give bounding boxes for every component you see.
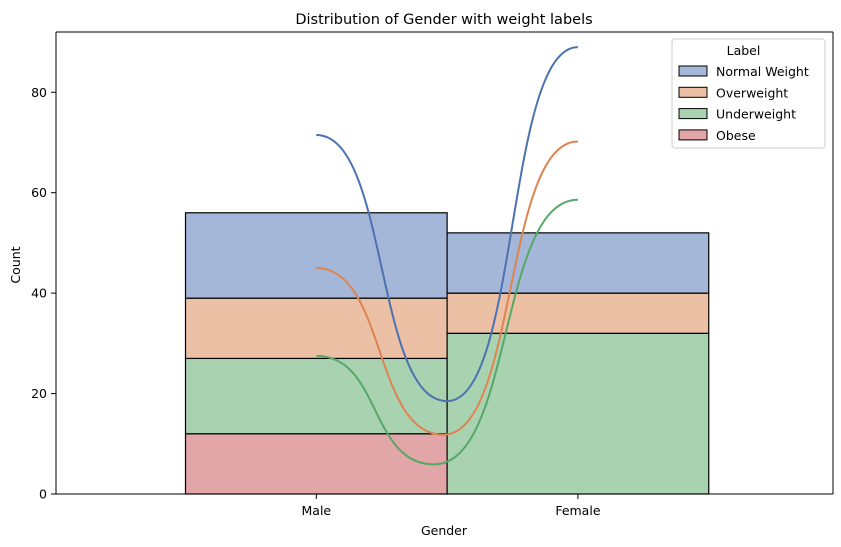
- x-tick-label: Male: [302, 503, 332, 518]
- kde-line-overweight: [316, 140, 578, 436]
- y-tick-label: 0: [39, 487, 47, 502]
- kde-line-normal-weight: [316, 46, 578, 403]
- chart-title: Distribution of Gender with weight label…: [295, 12, 592, 28]
- bar-male-overweight: [184, 297, 448, 360]
- legend-swatch: [678, 65, 708, 77]
- legend-entry-label: Normal Weight: [716, 64, 809, 79]
- axes: 0 20 40 60 80 Male Female: [31, 31, 834, 518]
- y-axis-label: Count: [8, 246, 23, 283]
- y-tick-label: 60: [31, 185, 47, 200]
- legend-title: Label: [727, 43, 761, 58]
- y-tick-label: 20: [31, 386, 47, 401]
- bar-male-normal-weight: [184, 212, 448, 299]
- legend-swatch: [678, 86, 708, 98]
- bar-female-normal-weight: [446, 232, 710, 294]
- legend-entry-label: Overweight: [716, 85, 788, 100]
- bar-male-obese: [184, 433, 448, 495]
- legend-swatch: [678, 108, 708, 120]
- y-tick-label: 40: [31, 286, 47, 301]
- kde-line-underweight: [316, 198, 578, 466]
- kde-lines: [316, 46, 578, 466]
- plot-area: [184, 212, 710, 495]
- bar-female-overweight: [446, 292, 710, 334]
- bar-male-underweight: [184, 357, 448, 435]
- legend-box: [671, 38, 826, 149]
- legend: Label Normal Weight Overweight Underweight O…: [671, 38, 826, 149]
- bar-female-underweight: [446, 332, 710, 495]
- legend-entry-label: Obese: [716, 128, 756, 143]
- x-axis-label: Gender: [421, 523, 468, 538]
- x-tick-label: Female: [555, 503, 601, 518]
- legend-entry-label: Underweight: [716, 107, 796, 122]
- y-tick-label: 80: [31, 85, 47, 100]
- legend-swatch: [678, 129, 708, 141]
